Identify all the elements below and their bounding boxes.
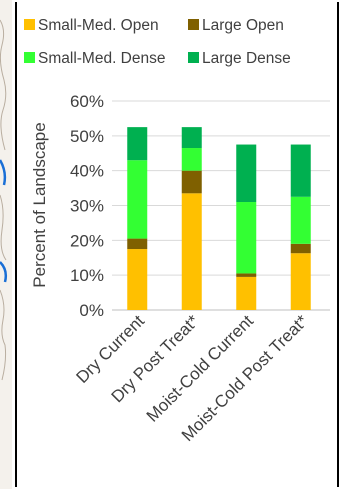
y-tick-label: 20%	[70, 231, 104, 250]
bar-segment	[290, 144, 311, 197]
bar-segment	[236, 202, 257, 274]
legend-swatch	[24, 19, 35, 30]
bar-segment	[181, 148, 202, 171]
legend-swatch	[188, 19, 199, 30]
bar-segment	[290, 243, 311, 254]
legend-swatch	[24, 52, 35, 63]
bar-segment	[290, 196, 311, 244]
map-edge-fragment	[0, 0, 12, 489]
y-tick-label: 0%	[79, 301, 104, 320]
bar-segment	[236, 144, 257, 203]
y-tick-label: 60%	[70, 92, 104, 111]
bar-segment	[127, 160, 148, 239]
bar-segment	[236, 273, 257, 277]
legend-label: Large Dense	[202, 50, 291, 67]
bars	[127, 127, 311, 310]
legend: Small-Med. Open Large Open Small-Med. Dens…	[24, 17, 291, 67]
legend-label: Small-Med. Dense	[38, 50, 166, 67]
bar-segment	[127, 249, 148, 310]
chart-frame	[15, 2, 339, 487]
bar-segment	[127, 127, 148, 161]
y-axis-label: Percent of Landscape	[30, 122, 49, 287]
y-tick-label: 40%	[70, 162, 104, 181]
bar-segment	[181, 170, 202, 194]
bar-segment	[290, 253, 311, 310]
y-tick-label: 50%	[70, 127, 104, 146]
bar-segment	[181, 127, 202, 149]
bar-segment	[127, 238, 148, 250]
y-tick-labels: 0% 10% 20% 30% 40% 50% 60%	[70, 92, 104, 320]
legend-swatch	[188, 52, 199, 63]
legend-label: Small-Med. Open	[38, 17, 159, 34]
legend-label: Large Open	[202, 17, 284, 34]
bar-segment	[181, 193, 202, 310]
y-tick-label: 10%	[70, 266, 104, 285]
bar-segment	[236, 276, 257, 310]
y-tick-label: 30%	[70, 197, 104, 216]
